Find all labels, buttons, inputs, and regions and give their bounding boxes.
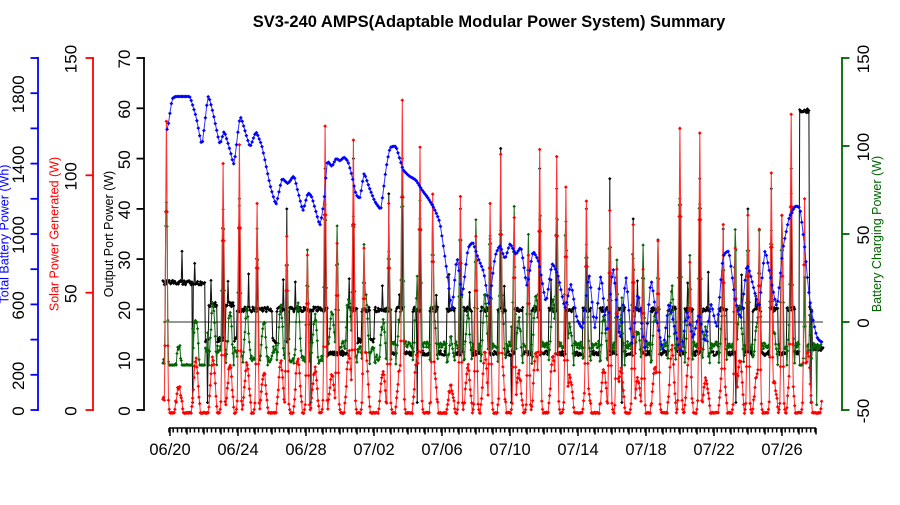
svg-text:100: 100 — [854, 133, 873, 161]
svg-text:50: 50 — [115, 150, 134, 169]
svg-text:07/14: 07/14 — [557, 441, 598, 459]
svg-text:0: 0 — [62, 406, 81, 415]
svg-text:200: 200 — [9, 362, 28, 390]
svg-text:07/06: 07/06 — [421, 441, 462, 459]
svg-text:Total Battery Power (Wh): Total Battery Power (Wh) — [0, 165, 12, 304]
svg-text:06/28: 06/28 — [285, 441, 326, 459]
svg-text:70: 70 — [115, 50, 134, 69]
svg-text:07/02: 07/02 — [353, 441, 394, 459]
svg-text:Solar Power Generated (W): Solar Power Generated (W) — [48, 157, 62, 311]
svg-text:10: 10 — [115, 351, 134, 370]
svg-text:60: 60 — [115, 100, 134, 119]
svg-text:1800: 1800 — [9, 75, 28, 113]
svg-text:50: 50 — [854, 226, 873, 245]
svg-text:0: 0 — [115, 406, 134, 415]
svg-text:Battery Charging Power (W): Battery Charging Power (W) — [870, 156, 884, 312]
svg-text:07/18: 07/18 — [625, 441, 666, 459]
svg-text:06/20: 06/20 — [149, 441, 190, 459]
svg-text:07/22: 07/22 — [693, 441, 734, 459]
svg-text:07/26: 07/26 — [761, 441, 802, 459]
svg-text:50: 50 — [62, 284, 81, 303]
svg-text:06/24: 06/24 — [217, 441, 258, 459]
svg-text:20: 20 — [115, 301, 134, 320]
svg-text:0: 0 — [854, 318, 873, 327]
svg-text:30: 30 — [115, 251, 134, 270]
svg-text:150: 150 — [854, 45, 873, 73]
svg-text:1000: 1000 — [9, 216, 28, 254]
svg-text:-50: -50 — [854, 399, 873, 424]
svg-text:SV3-240 AMPS(Adaptable Modular: SV3-240 AMPS(Adaptable Modular Power Sys… — [253, 13, 726, 31]
svg-text:600: 600 — [9, 291, 28, 319]
svg-text:07/10: 07/10 — [489, 441, 530, 459]
svg-text:100: 100 — [62, 162, 81, 190]
svg-text:1400: 1400 — [9, 146, 28, 184]
svg-text:40: 40 — [115, 200, 134, 219]
svg-text:0: 0 — [9, 406, 28, 415]
svg-text:150: 150 — [62, 45, 81, 73]
svg-text:Output Port Power (W): Output Port Power (W) — [102, 171, 116, 297]
